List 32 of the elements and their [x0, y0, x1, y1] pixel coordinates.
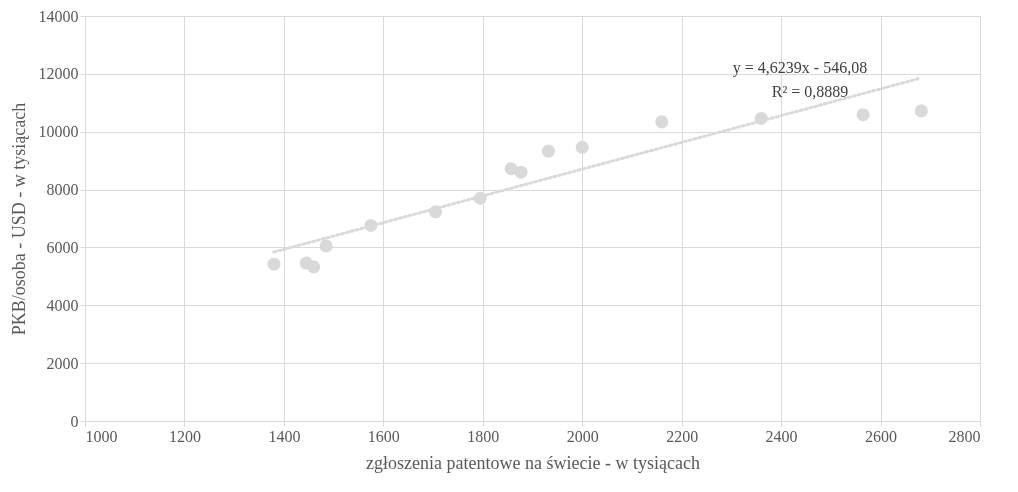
x-tick-label: 2600: [865, 427, 898, 445]
point: [541, 144, 555, 158]
y-tick-label: 10000: [38, 123, 79, 141]
y-tick-label: 0: [70, 412, 79, 430]
point: [655, 115, 669, 129]
point: [307, 260, 321, 274]
point: [914, 104, 928, 118]
x-tick-label: 1800: [467, 427, 500, 445]
x-axis-title: zgłoszenia patentowe na świecie - w tysiącach: [366, 452, 700, 473]
x-tick-label: 1400: [268, 427, 301, 445]
x-tick-label: 1200: [168, 427, 201, 445]
y-tick-label: 8000: [46, 181, 79, 199]
y-tick-label: 14000: [38, 7, 79, 25]
x-tick-label: 1600: [367, 427, 400, 445]
point: [504, 162, 518, 176]
y-tick-label: 12000: [38, 65, 79, 83]
point: [267, 257, 281, 271]
y-tick-label: 2000: [46, 354, 79, 372]
y-axis-title: PKB/osoba - USD - w tysiącach: [8, 102, 29, 336]
point: [319, 239, 333, 253]
annotation: y = 4,6239x - 546,08: [732, 59, 868, 77]
point: [856, 108, 870, 122]
x-tick-label: 2800: [948, 427, 981, 445]
x-tick-label: 2200: [666, 427, 699, 445]
x-tick-label: 2000: [566, 427, 599, 445]
x-tick-label: 1000: [85, 427, 118, 445]
y-tick-label: 4000: [46, 296, 79, 314]
y-tick-label: 6000: [46, 238, 79, 256]
point: [575, 140, 589, 154]
point: [514, 165, 528, 179]
annotation: R² = 0,8889: [771, 83, 849, 100]
x-tick-label: 2400: [765, 427, 798, 445]
